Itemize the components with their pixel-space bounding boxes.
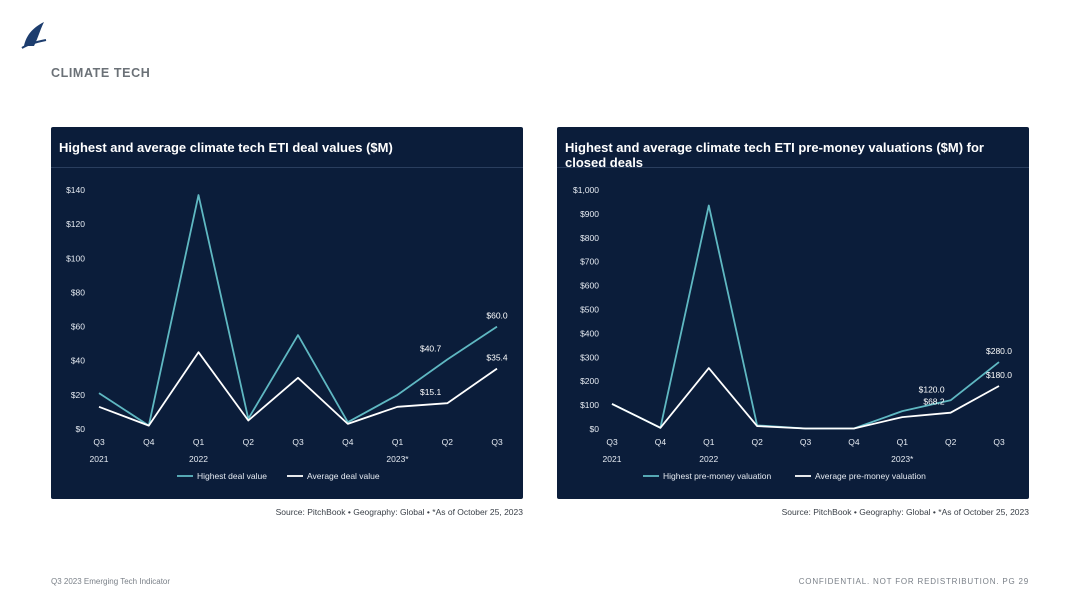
footer-confidential: CONFIDENTIAL. NOT FOR REDISTRIBUTION. PG… [798, 577, 1029, 586]
data-label: $180.0 [986, 370, 1012, 380]
source-note: Source: PitchBook • Geography: Global • … [781, 507, 1029, 517]
x-tick-label: Q1 [703, 437, 715, 447]
footer-report-name: Q3 2023 Emerging Tech Indicator [51, 577, 171, 586]
x-tick-label: Q3 [606, 437, 618, 447]
data-label: $120.0 [919, 384, 945, 394]
x-tick-label: Q3 [993, 437, 1005, 447]
x-tick-label: Q4 [143, 437, 155, 447]
x-tick-label: Q2 [751, 437, 763, 447]
x-year-label: 2021 [603, 454, 622, 464]
data-label: $40.7 [420, 344, 442, 354]
y-tick-label: $120 [66, 219, 85, 229]
legend-label: Highest pre-money valuation [663, 471, 771, 481]
y-tick-label: $200 [580, 376, 599, 386]
x-year-label: 2022 [699, 454, 718, 464]
data-label: $68.2 [923, 397, 945, 407]
average-series-line [98, 351, 498, 427]
title-divider [557, 167, 1029, 168]
chart-title: Highest and average climate tech ETI pre… [565, 140, 984, 170]
y-tick-label: $0 [76, 424, 86, 434]
x-tick-label: Q3 [292, 437, 304, 447]
x-year-label: 2023* [891, 454, 914, 464]
x-year-label: 2021 [90, 454, 109, 464]
y-tick-label: $600 [580, 281, 599, 291]
legend-label: Highest deal value [197, 471, 267, 481]
y-tick-label: $500 [580, 305, 599, 315]
y-tick-label: $900 [580, 209, 599, 219]
pitchbook-logo-icon [21, 22, 47, 49]
y-tick-label: $1,000 [573, 185, 599, 195]
y-tick-label: $80 [71, 287, 85, 297]
highest-series-line [611, 204, 1000, 430]
x-tick-label: Q1 [392, 437, 404, 447]
legend-label: Average deal value [307, 471, 380, 481]
source-note: Source: PitchBook • Geography: Global • … [275, 507, 523, 517]
x-tick-label: Q4 [342, 437, 354, 447]
valuations-chart: $0 $100 $200 $300 $400 $500 $600 $700 $800 $900 $1… [573, 185, 1012, 481]
y-tick-label: $400 [580, 328, 599, 338]
data-label: $35.4 [486, 353, 508, 363]
x-tick-label: Q4 [655, 437, 667, 447]
data-label: $60.0 [486, 311, 508, 321]
x-tick-label: Q3 [800, 437, 812, 447]
valuations-chart-panel: Highest and average climate tech ETI pre… [557, 127, 1029, 499]
y-tick-label: $40 [71, 356, 85, 366]
title-divider [51, 167, 523, 168]
y-tick-label: $60 [71, 322, 85, 332]
x-year-label: 2022 [189, 454, 208, 464]
data-label: $15.1 [420, 387, 442, 397]
data-label: $280.0 [986, 346, 1012, 356]
x-tick-label: Q1 [193, 437, 205, 447]
section-title: CLIMATE TECH [51, 66, 151, 80]
chart-title: Highest and average climate tech ETI dea… [59, 140, 393, 155]
y-tick-label: $800 [580, 233, 599, 243]
x-tick-label: Q4 [848, 437, 860, 447]
y-tick-label: $300 [580, 352, 599, 362]
x-tick-label: Q2 [243, 437, 255, 447]
x-tick-label: Q2 [945, 437, 957, 447]
y-tick-label: $700 [580, 257, 599, 267]
x-year-label: 2023* [386, 454, 409, 464]
x-tick-label: Q3 [93, 437, 105, 447]
x-tick-label: Q1 [897, 437, 909, 447]
deal-values-chart-panel: Highest and average climate tech ETI dea… [51, 127, 523, 499]
y-tick-label: $0 [590, 424, 600, 434]
y-tick-label: $100 [66, 253, 85, 263]
x-tick-label: Q2 [442, 437, 454, 447]
y-tick-label: $100 [580, 400, 599, 410]
y-tick-label: $20 [71, 390, 85, 400]
x-tick-label: Q3 [491, 437, 503, 447]
legend-label: Average pre-money valuation [815, 471, 926, 481]
average-series-line [611, 367, 1000, 430]
highest-series-line [98, 194, 498, 427]
deal-values-chart: $0 $20 $40 $60 $80 $100 $120 $140 Q3 2021 Q4 Q1 2022… [66, 185, 508, 481]
y-tick-label: $140 [66, 185, 85, 195]
